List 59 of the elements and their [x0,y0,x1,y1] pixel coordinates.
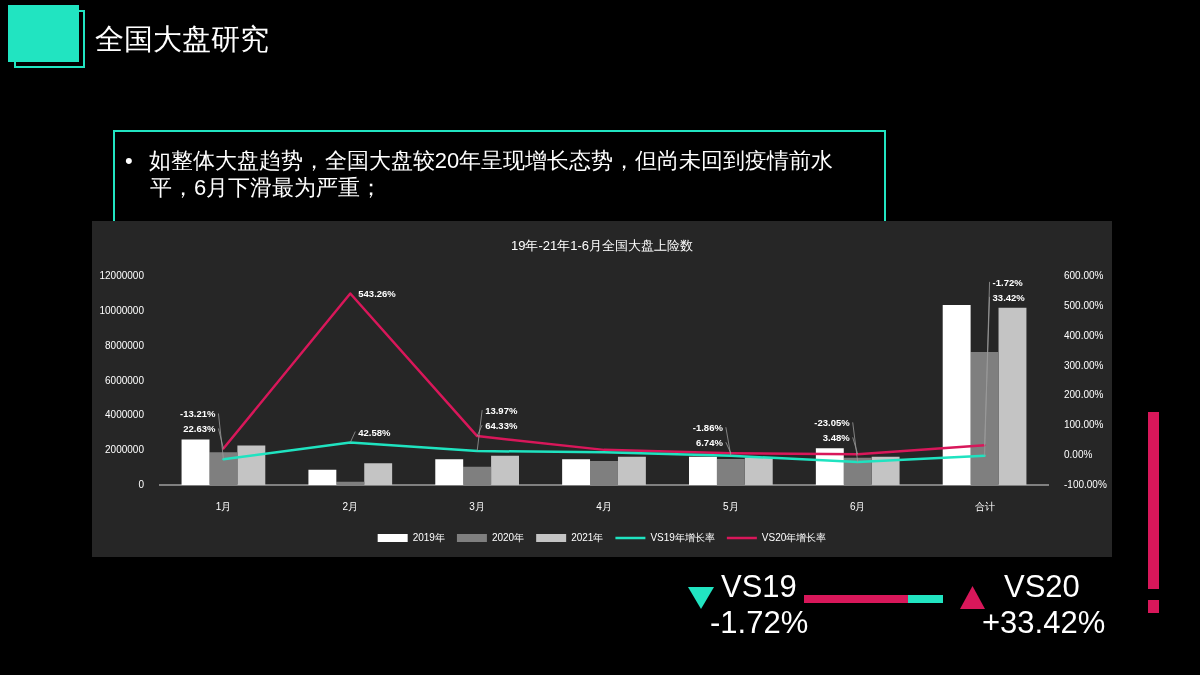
data-label: 64.33% [485,420,518,432]
x-tick-label: 4月 [596,500,612,512]
y2-tick-label: 100.00% [1064,419,1104,431]
data-label: 543.26% [358,288,397,300]
y-tick-label: 12000000 [99,270,145,282]
text: -1.72% [710,605,809,640]
bar [744,457,773,485]
bar [364,463,393,485]
bar [562,459,591,485]
text: +33.42% [982,605,1106,640]
x-tick-label: 5月 [723,500,739,512]
text: VS20 [1004,569,1080,604]
legend-label: 2019年 [412,531,445,543]
x-tick-label: 2月 [342,500,359,512]
y2-tick-label: 0.00% [1064,448,1093,460]
y-tick-label: 8000000 [105,339,145,351]
data-label: 6.74% [695,437,724,449]
x-tick-label: 1月 [215,500,232,512]
bar [491,455,520,485]
data-label: -1.86% [692,422,724,434]
y-tick-label: 2000000 [105,444,145,456]
bar [688,456,717,485]
data-label: -1.72% [992,276,1024,288]
text: • 如整体大盘趋势，全国大盘较20年呈现增长态势，但尚未回到疫情前水平，6月下滑最为严重； [125,147,835,201]
data-label: -13.21% [180,408,216,420]
y2-tick-label: 200.00% [1064,389,1104,401]
y2-tick-label: 500.00% [1064,300,1104,312]
bar [435,459,464,485]
y-tick-label: 6000000 [105,374,145,386]
data-label: -23.05% [814,417,851,429]
bar [308,469,337,485]
chart-title: 19年-21年1-6月全国大盘上险数 [510,238,694,254]
x-tick-label: 6月 [849,500,866,512]
y2-tick-label: 300.00% [1064,359,1104,371]
x-tick-label: 3月 [469,500,485,512]
legend-label: 2020年 [491,531,525,543]
y-tick-label: 10000000 [99,305,145,317]
legend-label: VS20年增长率 [761,531,827,543]
x-tick-label: 合计 [974,500,995,512]
bar [998,307,1027,485]
y-tick-label: 4000000 [105,409,145,421]
y2-tick-label: 600.00% [1064,270,1104,282]
bar [237,445,266,485]
text: 全国大盘研究 [95,22,269,57]
data-label: 13.97% [485,405,518,417]
legend-label: VS19年增长率 [650,531,715,543]
bar [181,439,210,485]
bar [871,456,900,485]
legend-label: 2021年 [571,531,604,543]
bar [617,456,646,485]
data-label: 22.63% [183,423,216,435]
y2-tick-label: 400.00% [1064,329,1104,341]
y-tick-label: 0 [138,478,145,490]
data-label: 33.42% [992,291,1026,303]
data-label: 3.48% [822,432,851,444]
bar [942,304,971,485]
y2-tick-label: -100.00% [1064,478,1107,490]
data-label: 42.58% [358,426,392,438]
text: VS19 [721,569,797,604]
